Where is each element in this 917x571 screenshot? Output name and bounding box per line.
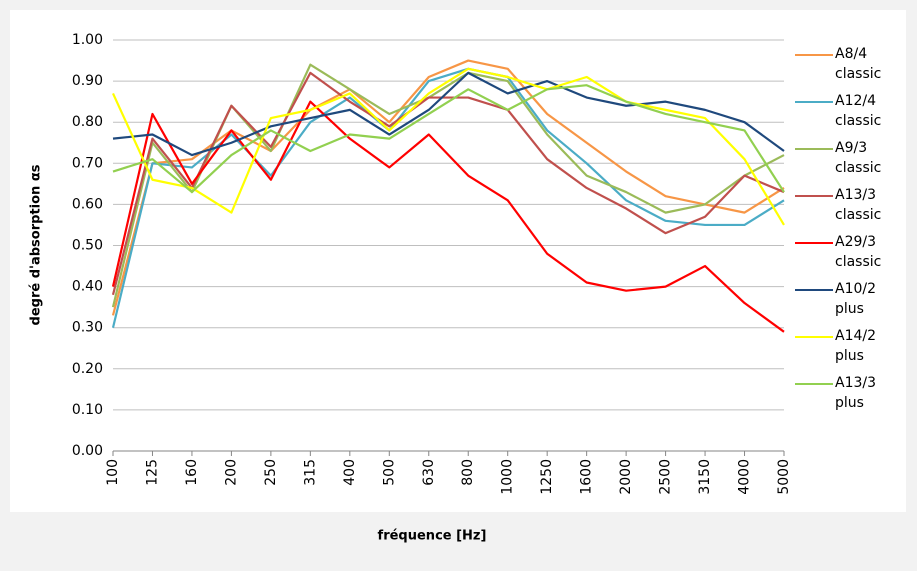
legend-item: A14/2 plus [795, 326, 915, 373]
x-tick-label: 315 [302, 459, 318, 486]
legend-item: A10/2 plus [795, 279, 915, 326]
series-line [112, 71, 785, 157]
chart-area [10, 10, 906, 512]
x-tick-label: 400 [342, 459, 358, 486]
legend-swatch [795, 101, 833, 103]
x-tick-label: 3150 [697, 459, 713, 495]
legend-item: A29/3 classic [795, 232, 915, 279]
x-tick-label: 4000 [737, 459, 753, 495]
y-tick-label: 0.80 [72, 114, 103, 130]
x-axis-label: fréquence [Hz] [378, 529, 487, 544]
legend: A8/4 classic A12/4 classic A9/3 classic A13… [795, 44, 915, 420]
legend-label: A29/3 classic [835, 234, 882, 270]
y-tick-label: 0.90 [72, 73, 103, 89]
x-tick-label: 250 [263, 459, 279, 486]
legend-swatch [795, 336, 833, 338]
y-tick-label: 0.30 [72, 320, 103, 336]
y-tick-label: 0.60 [72, 196, 103, 212]
x-tick-label: 200 [223, 459, 239, 486]
y-tick-label: 0.40 [72, 279, 103, 295]
legend-swatch [795, 148, 833, 150]
y-tick-label: 0.10 [72, 402, 103, 418]
legend-item: A13/3 classic [795, 185, 915, 232]
legend-label: A13/3 classic [835, 187, 882, 223]
legend-item: A9/3 classic [795, 138, 915, 185]
legend-label: A9/3 classic [835, 140, 882, 176]
x-tick-label: 100 [105, 459, 121, 486]
series-line [111, 100, 785, 333]
series-line [111, 71, 785, 296]
y-tick-label: 0.70 [72, 155, 103, 171]
y-axis-label: degré d'absorption αs [29, 164, 44, 325]
series-line [111, 59, 785, 316]
legend-swatch [795, 54, 833, 56]
x-tick-label: 500 [381, 459, 397, 486]
legend-swatch [795, 195, 833, 197]
y-tick-label: 0.20 [72, 361, 103, 377]
x-tick-label: 1250 [539, 459, 555, 495]
legend-item: A13/3 plus [795, 373, 915, 420]
legend-label: A10/2 plus [835, 281, 877, 317]
legend-label: A14/2 plus [835, 328, 877, 364]
x-tick-label: 630 [421, 459, 437, 486]
x-tick-label: 800 [460, 459, 476, 486]
x-tick-label: 160 [184, 459, 200, 486]
y-tick-label: 0.00 [72, 443, 103, 459]
x-tick-label: 125 [144, 459, 160, 486]
legend-item: A8/4 classic [795, 44, 915, 91]
x-tick-label: 5000 [776, 459, 792, 495]
legend-item: A12/4 classic [795, 91, 915, 138]
legend-label: A12/4 classic [835, 93, 882, 129]
y-tick-label: 0.50 [72, 238, 103, 254]
series-line [111, 67, 785, 226]
x-tick-label: 1000 [500, 459, 516, 495]
legend-swatch [795, 289, 833, 291]
legend-swatch [795, 383, 833, 385]
y-tick-label: 1.00 [72, 32, 103, 48]
x-tick-label: 1600 [579, 459, 595, 495]
legend-swatch [795, 242, 833, 244]
x-tick-label: 2000 [618, 459, 634, 495]
legend-label: A8/4 classic [835, 46, 882, 82]
legend-label: A13/3 plus [835, 375, 877, 411]
x-tick-label: 2500 [658, 459, 674, 495]
series-line [112, 84, 785, 194]
